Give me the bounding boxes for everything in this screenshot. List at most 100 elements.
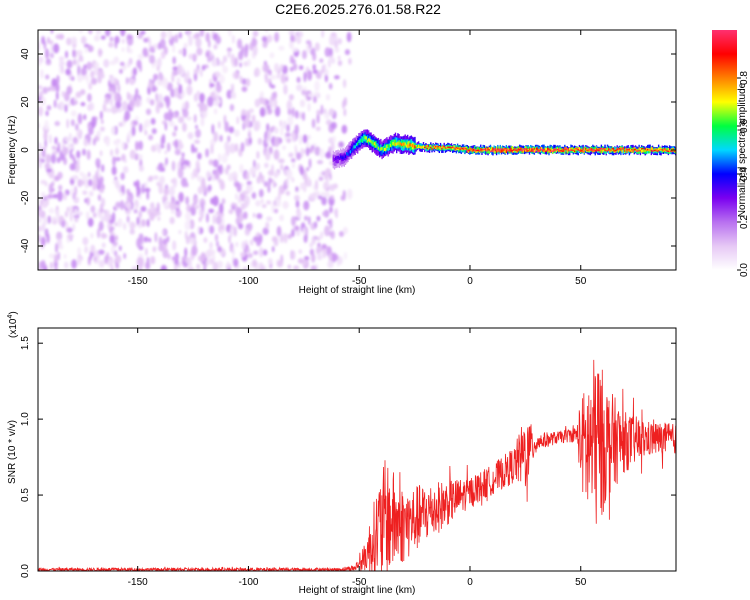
ridge-cell (459, 148, 461, 150)
noise-cell (214, 71, 221, 78)
ridge-cell (548, 149, 550, 153)
noise-cell (140, 30, 146, 35)
noise-cell (205, 32, 210, 43)
ridge-cell (516, 148, 519, 150)
noise-cell (216, 240, 219, 247)
noise-cell (116, 108, 124, 113)
colorbar: 0.0 0.2 0.4 0.6 0.8 Normalized spectral ampl… (712, 30, 750, 277)
ridge-cell (643, 148, 645, 152)
spectrogram-ticks: -150 -100 -50 0 50 -40 -20 0 20 40 (20, 30, 676, 287)
ridge-cell (415, 145, 417, 149)
noise-cell (315, 179, 319, 191)
ridge-cell (571, 147, 573, 151)
ridge-cell (553, 148, 555, 151)
ridge-cell (439, 147, 442, 151)
noise-cell (40, 69, 44, 79)
noise-cell (329, 218, 333, 229)
noise-cell (264, 162, 269, 169)
noise-cell (178, 83, 183, 95)
noise-cell (201, 64, 206, 71)
ridge-cell (558, 149, 560, 153)
noise-cell (44, 119, 49, 131)
noise-cell (67, 233, 74, 239)
ridge-cell (653, 149, 655, 152)
noise-cell (228, 30, 232, 37)
ridge-cell (374, 142, 376, 146)
noise-cell (146, 189, 150, 201)
noise-cell (122, 38, 125, 44)
noise-cell (120, 30, 126, 37)
ridge-cell (448, 146, 450, 148)
noise-cell (45, 60, 52, 66)
ridge-cell (443, 146, 445, 150)
noise-cell (129, 78, 135, 86)
ridge-cell (612, 148, 615, 150)
noise-cell (311, 118, 316, 129)
noise-cell (44, 162, 50, 170)
ridge-cell (480, 148, 482, 150)
noise-cell (343, 96, 348, 107)
noise-cell (56, 74, 60, 85)
noise-cell (90, 70, 95, 79)
noise-cell (70, 110, 77, 117)
noise-cell (299, 165, 304, 176)
noise-cell (99, 150, 103, 157)
ridge-cell (422, 147, 425, 149)
ridge-cell (593, 149, 595, 153)
noise-cell (182, 164, 187, 170)
noise-cell (83, 114, 87, 121)
snr-ytick-label: 1.5 (20, 336, 31, 350)
noise-cell (186, 85, 193, 96)
ridge-cell (416, 146, 419, 149)
noise-cell (229, 228, 234, 238)
ridge-cell (404, 142, 406, 146)
noise-cell (328, 83, 333, 90)
ridge-cell (605, 148, 607, 154)
noise-cell (115, 147, 120, 156)
noise-cell (263, 264, 266, 270)
noise-cell (212, 174, 216, 182)
noise-cell (268, 70, 272, 76)
ridge-cell (472, 149, 475, 151)
noise-cell (105, 30, 111, 37)
ridge-cell (420, 143, 422, 149)
noise-cell (233, 176, 238, 183)
ridge-cell (592, 149, 594, 153)
noise-cell (74, 185, 78, 196)
ridge-cell (488, 147, 490, 151)
noise-cell (303, 204, 309, 211)
ridge-cell (536, 147, 538, 150)
noise-cell (266, 200, 272, 205)
noise-cell (192, 168, 199, 178)
noise-cell (82, 190, 88, 195)
noise-cell (108, 226, 113, 234)
noise-cell (65, 68, 71, 76)
noise-cell (312, 95, 317, 104)
ridge-cell (499, 148, 501, 151)
ridge-cell (622, 148, 625, 150)
noise-cell (215, 83, 222, 93)
ridge-cell (483, 148, 486, 154)
noise-cell (105, 138, 110, 147)
noise-cell (126, 133, 130, 143)
noise-cell (340, 195, 346, 201)
noise-cell (76, 255, 82, 266)
noise-cell (118, 245, 122, 251)
ridge-cell (416, 145, 419, 149)
ridge-cell (510, 147, 512, 151)
noise-cell (113, 140, 118, 145)
ridge-cell (626, 149, 628, 153)
noise-cell (87, 45, 94, 53)
ridge-cell (639, 150, 642, 152)
ridge-cell (445, 147, 448, 149)
noise-cell (135, 97, 141, 108)
ridge-cell (454, 148, 456, 150)
noise-cell (148, 54, 156, 64)
noise-cell (199, 30, 205, 37)
noise-cell (212, 214, 216, 225)
spectrogram-xtick-label: 50 (575, 276, 587, 287)
ridge-cell (463, 148, 465, 151)
ridge-cell (526, 150, 528, 153)
ridge-cell (604, 149, 606, 152)
noise-cell (184, 220, 191, 231)
